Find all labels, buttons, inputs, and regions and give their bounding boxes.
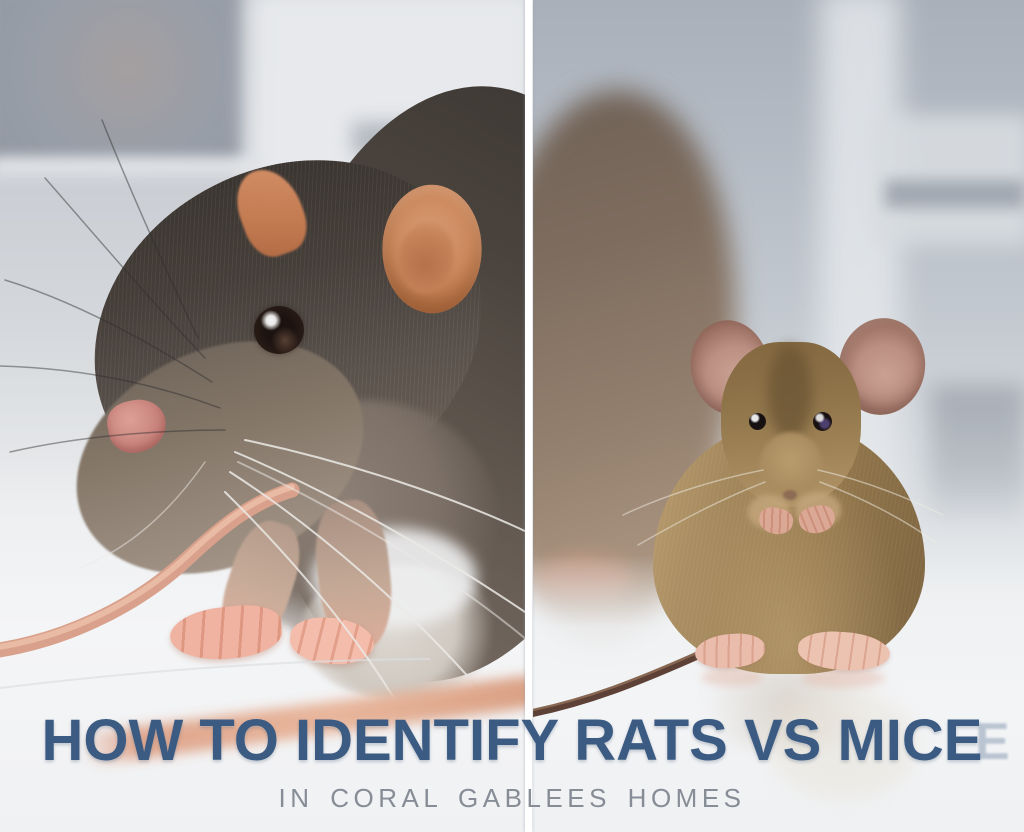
mouse-whisker-strokes: [622, 469, 944, 546]
mouse-photo-panel: [533, 0, 1024, 832]
mouse-nose: [783, 490, 797, 500]
mouse-foot-reflection-right: [801, 668, 885, 688]
mouse-whiskers: [622, 469, 944, 546]
mouse-tail: [533, 649, 705, 718]
background-appliance-handle: [885, 180, 1024, 208]
rat-tail: [0, 482, 300, 658]
rat-eye: [254, 306, 304, 354]
mouse-reflection-fluff: [768, 690, 918, 800]
rat-photo-panel: [0, 0, 527, 832]
mouse-eye-left: [749, 413, 766, 430]
page-subtitle: IN CORAL GABLEES HOMES: [278, 783, 746, 813]
mouse-tail-strokes: [533, 649, 705, 718]
rat-whiskers-dark: [0, 119, 226, 453]
ghost-letter: E: [975, 713, 1010, 771]
background-blur-bands: [931, 385, 1024, 530]
background-window: [0, 0, 244, 170]
mouse-forehead-streak: [768, 345, 812, 440]
mouse-eye-right: [813, 412, 832, 431]
background-sill: [0, 156, 257, 178]
divider-line: [525, 0, 532, 832]
mouse-foot-reflection-left: [701, 668, 763, 686]
page-title: HOW TO IDENTIFY RATS VS MICE: [41, 708, 983, 773]
rat-whiskers-light: [79, 439, 527, 717]
rat-tail-and-whiskers: [0, 119, 527, 717]
